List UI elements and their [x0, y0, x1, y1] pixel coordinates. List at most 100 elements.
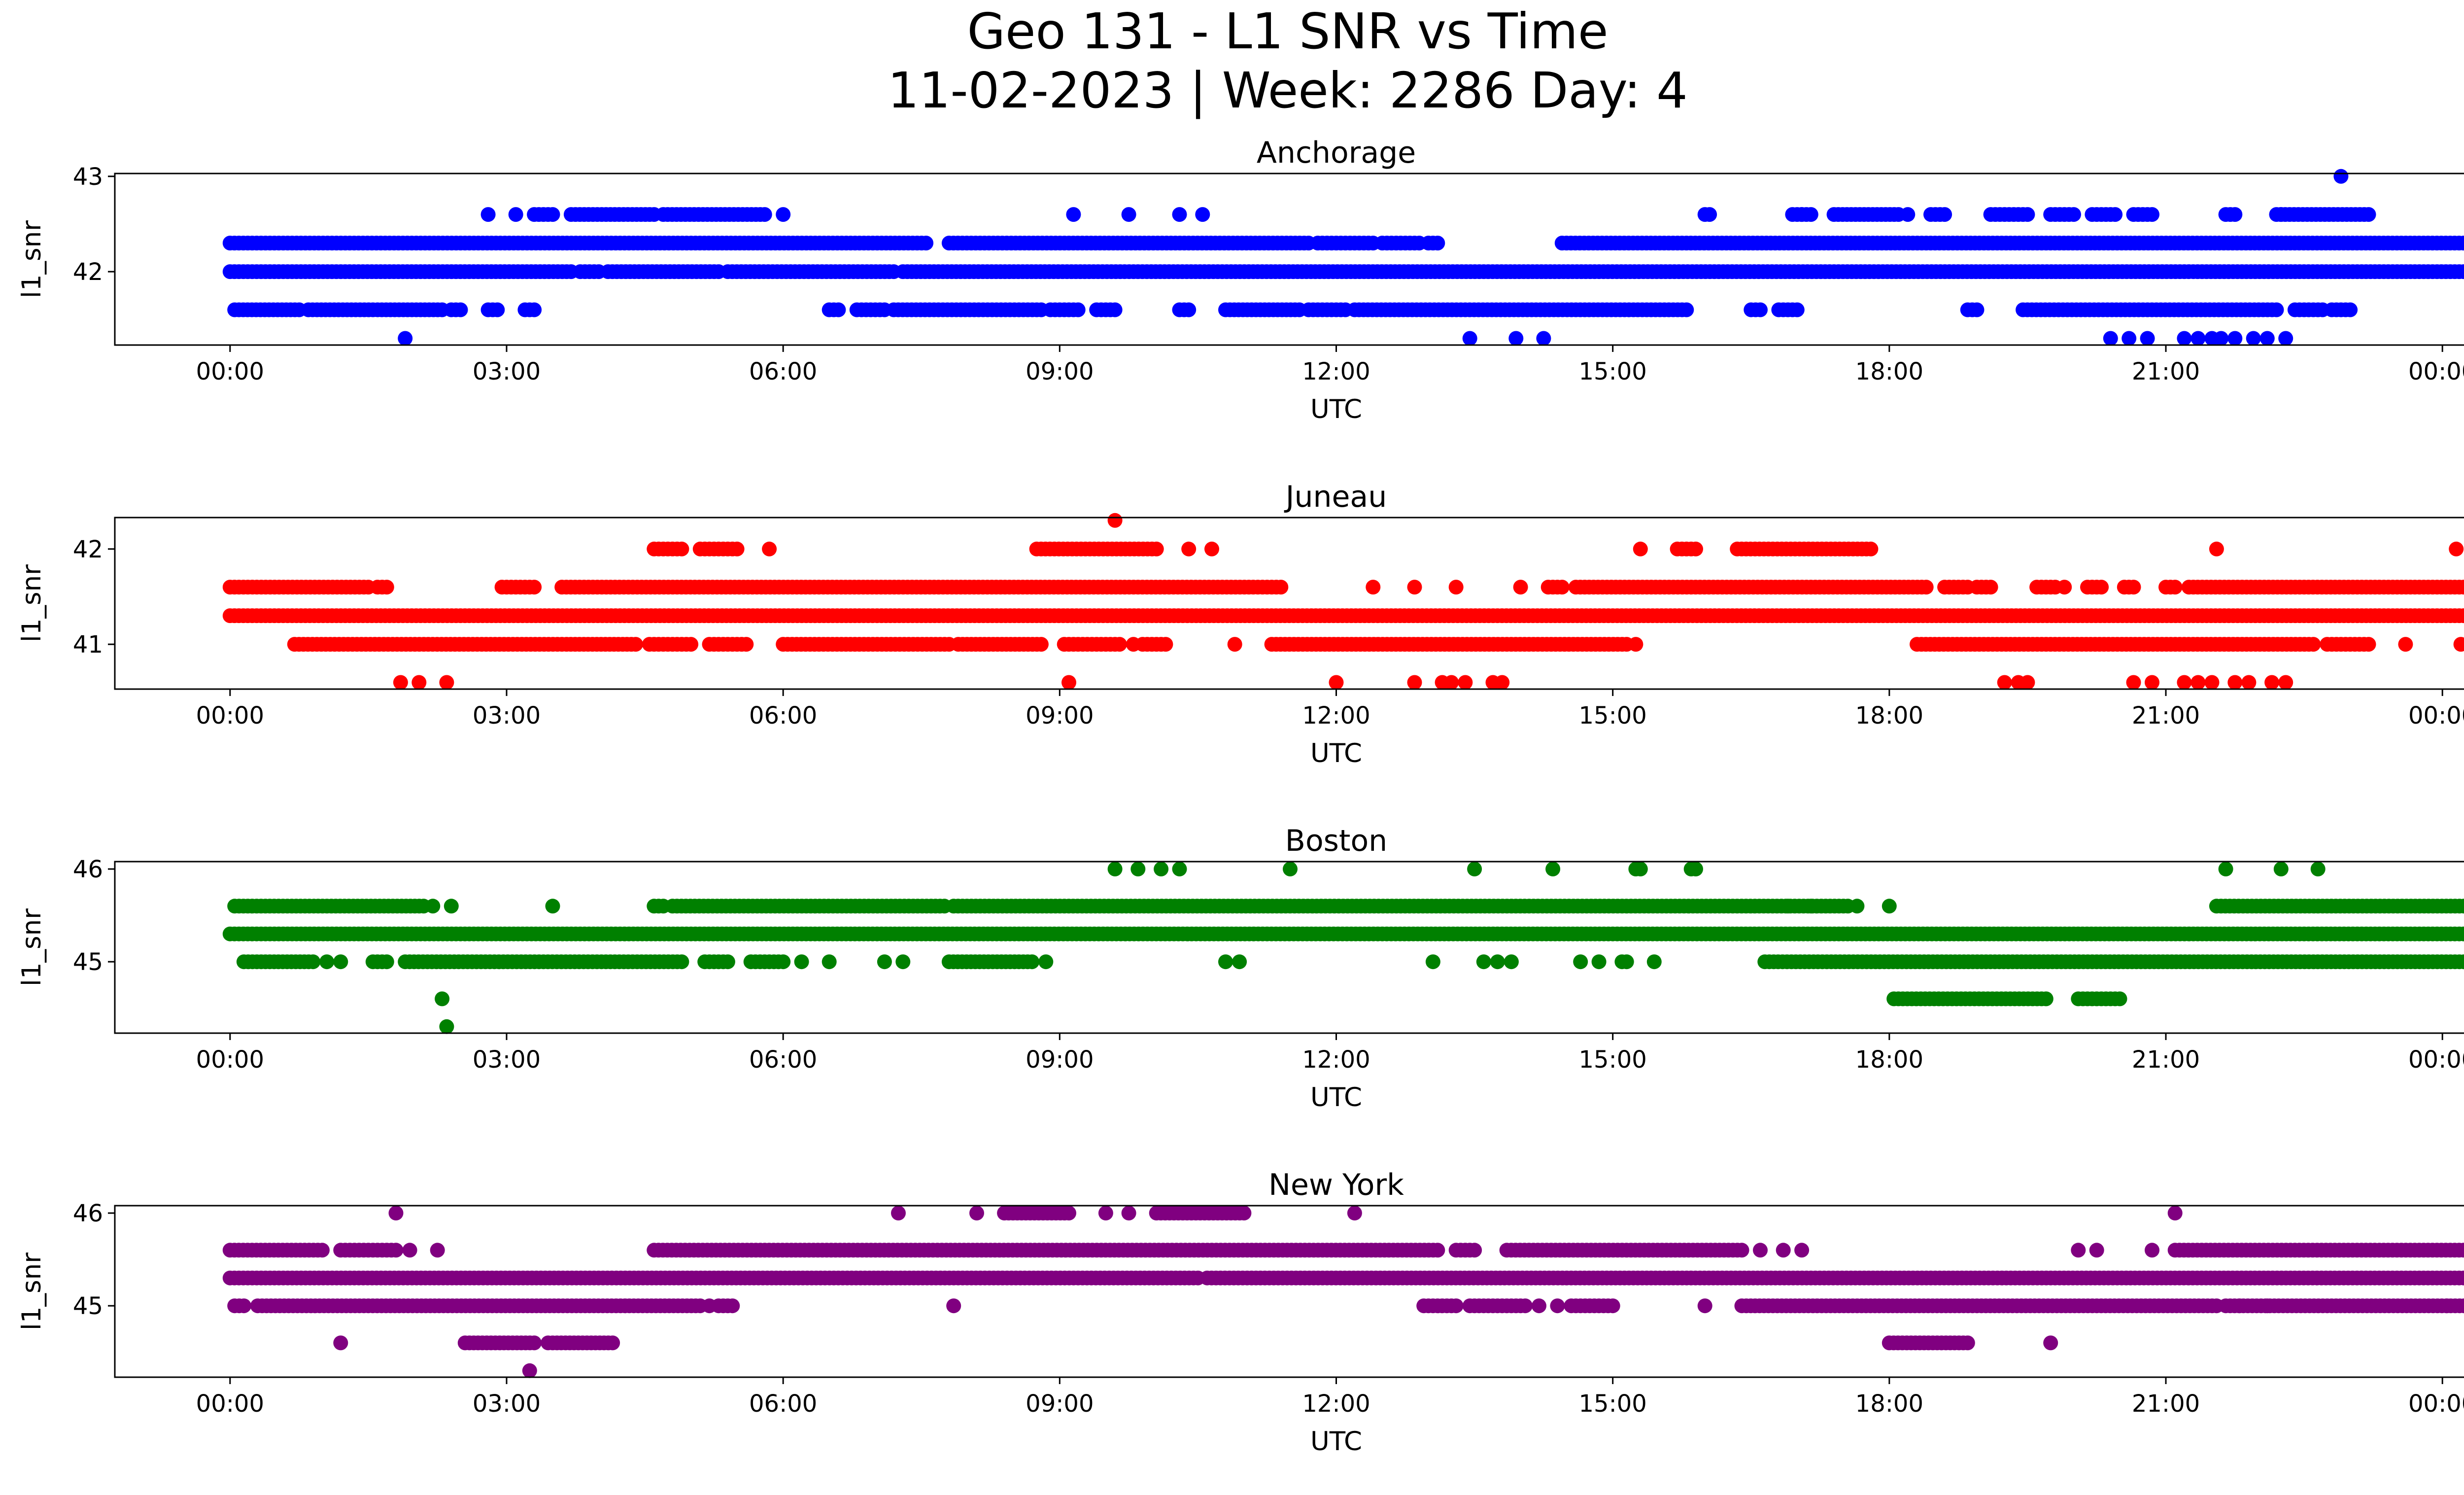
data-point: [393, 675, 408, 690]
data-point: [2361, 637, 2376, 652]
data-point: [2103, 331, 2118, 346]
data-point: [522, 1363, 537, 1378]
data-point: [1536, 331, 1551, 346]
data-point: [831, 302, 846, 317]
data-point: [2269, 302, 2284, 317]
data-point: [1803, 899, 1818, 914]
data-point: [306, 954, 321, 970]
x-tick-label: 03:00: [473, 358, 541, 385]
data-point: [2094, 580, 2109, 595]
data-point: [1508, 331, 1524, 346]
data-point: [1504, 954, 1519, 970]
data-point: [480, 207, 496, 222]
data-point: [2177, 675, 2192, 690]
data-point: [2259, 331, 2275, 346]
data-point: [1448, 1298, 1464, 1314]
y-tick-label: 42: [73, 536, 103, 563]
data-point: [1960, 1335, 1975, 1351]
data-point: [319, 954, 335, 970]
data-point: [1218, 954, 1233, 970]
data-point: [1697, 1298, 1712, 1314]
data-point: [2209, 541, 2224, 556]
data-point: [1366, 580, 1381, 595]
data-point: [236, 1298, 251, 1314]
x-axis-label-boston: UTC: [1310, 1082, 1362, 1113]
x-tick-label: 00:00: [2408, 702, 2464, 730]
data-point: [490, 302, 505, 317]
data-point: [1329, 675, 1344, 690]
data-point: [1181, 541, 1197, 556]
data-point: [1172, 862, 1187, 876]
data-point: [2461, 237, 2464, 249]
data-point: [702, 1298, 717, 1314]
data-point: [2259, 1298, 2275, 1314]
data-point: [545, 899, 560, 914]
subplot-title-juneau: Juneau: [1284, 480, 1387, 514]
data-point: [776, 207, 791, 222]
data-point: [527, 1335, 542, 1351]
data-point: [1997, 675, 2012, 690]
data-point: [1490, 954, 1505, 970]
data-point: [1121, 207, 1136, 222]
data-point: [1070, 302, 1086, 317]
data-point: [527, 302, 542, 317]
data-point: [1038, 954, 1054, 970]
x-tick-label: 00:00: [2408, 358, 2464, 385]
data-point: [1066, 207, 1081, 222]
data-point: [398, 331, 413, 346]
data-point: [1983, 580, 1998, 595]
data-point: [333, 954, 348, 970]
y-tick-label: 42: [73, 258, 103, 286]
data-point: [1283, 862, 1298, 876]
data-point: [1061, 675, 1076, 690]
data-point: [439, 675, 454, 690]
data-point: [1780, 899, 1796, 914]
data-point: [1628, 637, 1643, 652]
data-point: [1518, 1298, 1533, 1314]
y-axis-label-juneau: l1_snr: [17, 564, 47, 642]
data-point: [1467, 862, 1482, 876]
x-ticks-anchorage: 00:00 03:00 06:00 09:00 12:00 15:00 18:00 21:00…: [196, 345, 2464, 385]
data-point: [2043, 1335, 2058, 1351]
figure-title-line2: 11-02-2023 | Week: 2286 Day: 4: [888, 62, 1687, 119]
data-points-juneau: [222, 513, 2464, 690]
data-point: [1633, 862, 1648, 876]
data-point: [1688, 541, 1703, 556]
data-points-boston: [222, 862, 2464, 1034]
data-point: [1619, 954, 1634, 970]
data-point: [1227, 637, 1242, 652]
data-point: [545, 207, 560, 222]
data-point: [919, 236, 934, 251]
data-point: [2278, 675, 2293, 690]
data-point: [2145, 675, 2159, 690]
data-point: [1107, 862, 1123, 876]
data-point: [435, 991, 450, 1007]
data-point: [2190, 331, 2206, 346]
y-axis-label-boston: l1_snr: [17, 908, 47, 986]
data-point: [725, 1298, 740, 1314]
data-point: [762, 541, 777, 556]
x-tick-label: 03:00: [473, 702, 541, 730]
data-point: [379, 580, 394, 595]
data-point: [2057, 580, 2072, 595]
x-tick-label: 00:00: [196, 1046, 264, 1074]
data-point: [1033, 637, 1049, 652]
data-point: [1112, 637, 1127, 652]
x-tick-label: 12:00: [1302, 702, 1370, 730]
data-point: [333, 1335, 348, 1351]
data-point: [2310, 862, 2326, 876]
subplot-title-anchorage: Anchorage: [1257, 136, 1416, 170]
data-point: [2461, 265, 2464, 278]
data-point: [1605, 1298, 1620, 1314]
data-point: [946, 1298, 961, 1314]
data-point: [2264, 675, 2280, 690]
x-tick-label: 18:00: [1855, 702, 1923, 730]
subplot-title-boston: Boston: [1285, 824, 1387, 858]
data-point: [720, 954, 735, 970]
data-point: [2227, 207, 2243, 222]
x-tick-label: 21:00: [2132, 702, 2200, 730]
data-point: [2126, 580, 2141, 595]
data-point: [1882, 899, 1897, 914]
x-tick-label: 09:00: [1026, 358, 1094, 385]
